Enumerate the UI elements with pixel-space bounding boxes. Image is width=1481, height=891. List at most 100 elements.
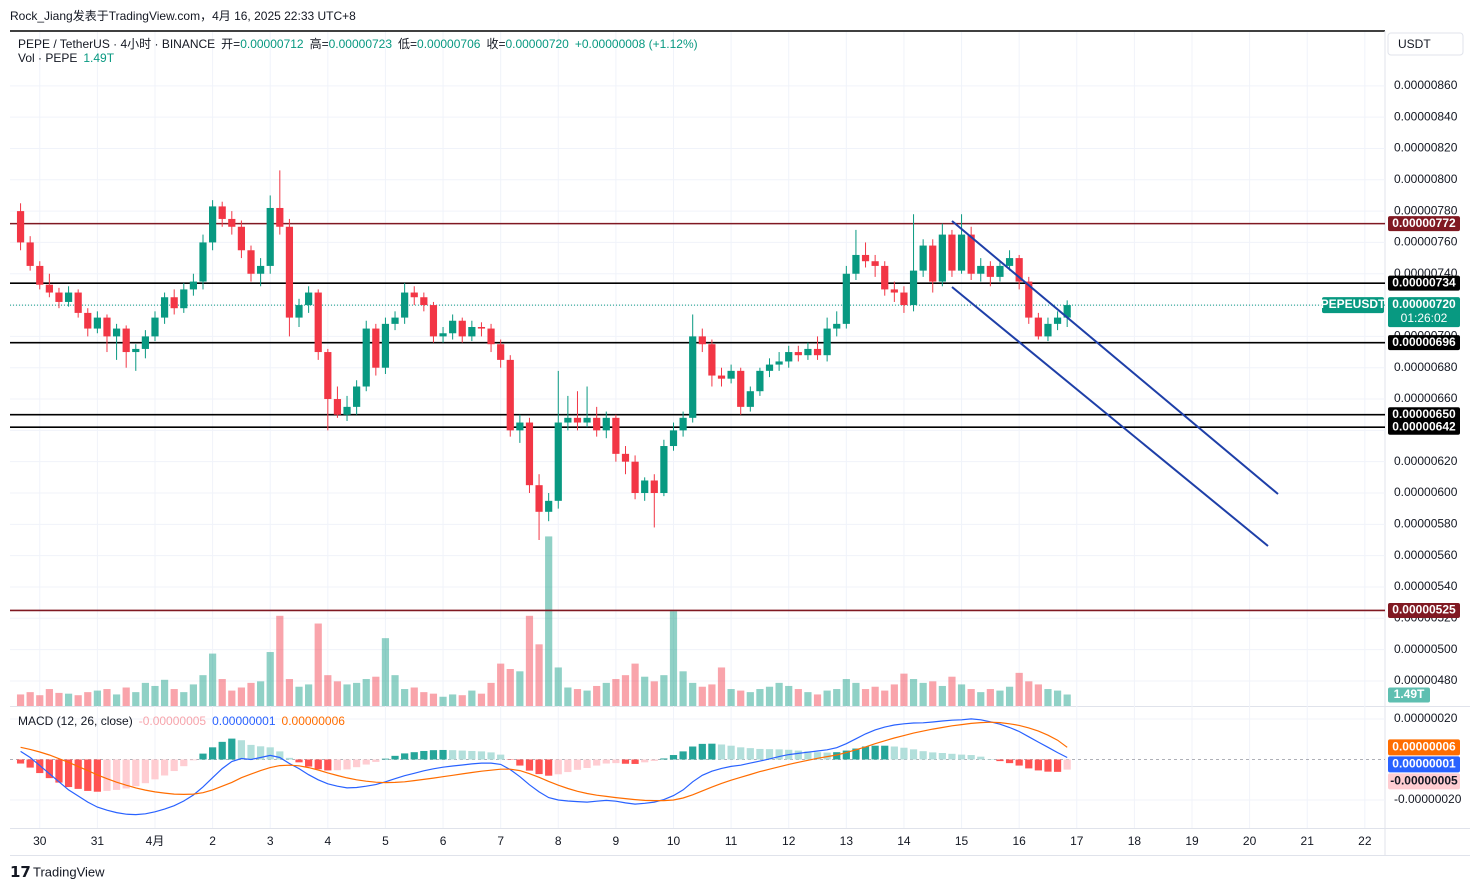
volume-bar xyxy=(727,689,735,706)
candle-body xyxy=(74,292,82,313)
histogram-bar xyxy=(602,759,610,764)
macd-value-label: 0.00000006 xyxy=(1392,739,1456,753)
y-tick-label: 0.00000680 xyxy=(1394,360,1458,374)
volume-bar xyxy=(391,675,399,706)
last-price-box xyxy=(1388,297,1460,328)
volume-bar xyxy=(909,679,918,706)
volume-bar xyxy=(833,689,841,706)
volume-bar xyxy=(410,687,418,706)
candle-body xyxy=(257,265,265,274)
volume-bar xyxy=(266,652,274,706)
histogram-bar xyxy=(977,756,985,760)
volume-bar xyxy=(919,682,927,706)
histogram-bar xyxy=(775,749,783,760)
y-tick-label: 0.00000660 xyxy=(1394,391,1458,405)
histogram-bar xyxy=(228,738,236,760)
last-price: 0.00000720 xyxy=(1392,297,1456,311)
candle-body xyxy=(612,417,620,454)
volume-bar xyxy=(228,690,236,706)
candle-body xyxy=(756,370,764,392)
candle-body xyxy=(593,417,601,431)
x-tick-label: 3 xyxy=(267,834,274,848)
candle-body xyxy=(93,317,101,329)
volume-bar xyxy=(112,694,121,706)
signal-last: 0.00000006 xyxy=(281,714,345,728)
volume-bar xyxy=(823,690,831,706)
histogram-last: -0.00000005 xyxy=(138,714,207,728)
volume-bar xyxy=(84,692,92,706)
volume-bar xyxy=(237,687,246,706)
volume-bar xyxy=(449,694,457,706)
volume-bar xyxy=(497,663,505,706)
y-tick-label: 0.00000760 xyxy=(1394,235,1458,249)
volume-bar xyxy=(593,685,601,706)
histogram-bar xyxy=(353,759,361,768)
candle-body xyxy=(170,297,178,309)
histogram-bar xyxy=(593,759,601,766)
volume-bar xyxy=(516,671,524,706)
open-label: 开= xyxy=(221,37,241,51)
x-tick-label: 8 xyxy=(555,834,562,848)
candle-body xyxy=(458,320,466,337)
volume-bar xyxy=(929,681,937,706)
candle-body xyxy=(247,250,255,274)
x-tick-label: 31 xyxy=(91,834,105,848)
candle-body xyxy=(36,265,44,285)
level-label-box xyxy=(1388,216,1460,232)
candle-body xyxy=(401,292,409,318)
volume-bar xyxy=(948,676,956,706)
volume-bar xyxy=(813,694,822,706)
candle-body xyxy=(189,281,197,290)
candle-body xyxy=(765,364,774,371)
volume-label: 1.49T xyxy=(1394,687,1425,701)
histogram-bar xyxy=(1034,759,1042,771)
candle-body xyxy=(698,336,706,345)
candles xyxy=(16,170,1071,540)
volume-bar xyxy=(708,684,716,706)
candle-body xyxy=(132,348,140,353)
histogram-bar xyxy=(813,752,822,760)
y-tick-label: 0.00000860 xyxy=(1394,78,1458,92)
ohlc: 开=0.00000712 xyxy=(221,35,303,52)
volume-bar xyxy=(641,676,649,706)
volume-bar xyxy=(842,679,850,706)
x-tick-label: 4 xyxy=(324,834,331,848)
candle-body xyxy=(660,446,668,494)
candle-body xyxy=(468,326,476,337)
volume-bar xyxy=(487,682,495,706)
histogram-bar xyxy=(689,746,697,760)
volume-bar xyxy=(785,685,793,706)
volume-bar xyxy=(938,685,946,706)
candle-body xyxy=(506,359,514,431)
volume-bar xyxy=(506,669,514,706)
volume-bar xyxy=(343,684,351,706)
macd-tick-label: -0.00000020 xyxy=(1394,792,1462,806)
countdown: 01:26:02 xyxy=(1401,311,1448,325)
histogram-bar xyxy=(487,752,495,760)
histogram-bar xyxy=(429,750,438,760)
candle-body xyxy=(487,328,495,345)
histogram-bar xyxy=(717,744,726,760)
histogram-bar xyxy=(247,744,255,760)
candle-body xyxy=(794,352,802,356)
y-tick-label: 0.00000500 xyxy=(1394,642,1458,656)
y-tick-label: 0.00000540 xyxy=(1394,579,1458,593)
candle-body xyxy=(833,323,841,329)
histogram-bar xyxy=(996,759,1004,762)
currency-box[interactable] xyxy=(1387,32,1464,56)
volume-bar xyxy=(631,663,639,706)
histogram-bar xyxy=(833,752,841,760)
histogram-bar xyxy=(727,745,735,760)
histogram-bar xyxy=(900,747,908,760)
candle-body xyxy=(621,453,630,462)
histogram-bar xyxy=(641,759,649,763)
currency[interactable]: USDT xyxy=(1398,37,1431,51)
macd-value-label-box xyxy=(1388,756,1460,773)
candle-body xyxy=(679,417,687,431)
histogram-bar xyxy=(1025,759,1033,769)
candle-body xyxy=(439,333,447,337)
volume-bar xyxy=(16,694,25,706)
histogram-bar xyxy=(621,759,630,764)
symbol-label: PEPEUSDT xyxy=(1321,297,1386,311)
